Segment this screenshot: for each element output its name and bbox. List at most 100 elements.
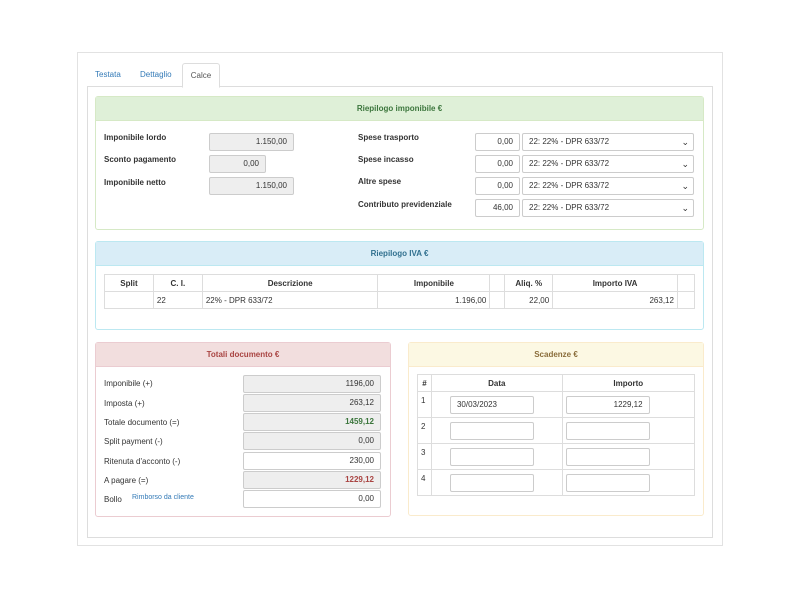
data-input[interactable] <box>449 421 534 440</box>
spese-trasporto-label: Spese trasporto <box>358 133 419 142</box>
header-data: Data <box>430 374 563 392</box>
totali-documento-panel: Totali documento € <box>95 342 391 517</box>
data-cell <box>430 417 563 444</box>
imponibile-netto-field[interactable]: 1.150,00 <box>209 177 294 195</box>
imponibile-field[interactable]: 1196,00 <box>243 375 381 393</box>
cell-split <box>104 291 154 309</box>
totale-documento-field[interactable]: 1459,12 <box>243 413 381 431</box>
totale-documento-label: Totale documento (=) <box>104 418 180 427</box>
riepilogo-imponibile-panel: Riepilogo imponibile € <box>95 96 704 230</box>
header-descrizione: Descrizione <box>201 274 379 292</box>
row-number: 4 <box>417 469 432 496</box>
riepilogo-imponibile-title: Riepilogo imponibile € <box>96 97 703 121</box>
scadenze-table: # Data Importo 1 30/03/2023 1229,12 2 3 … <box>417 374 696 496</box>
tab-testata[interactable]: Testata <box>95 70 121 79</box>
imponibile-netto-label: Imponibile netto <box>104 178 166 187</box>
table-row: 3 <box>417 443 696 470</box>
outer-container <box>77 52 723 546</box>
importo-cell <box>561 443 696 470</box>
spese-trasporto-field[interactable]: 0,00 <box>475 133 520 151</box>
rimborso-da-cliente-link[interactable]: Rimborso da cliente <box>132 494 194 501</box>
contributo-previdenziale-label: Contributo previdenziale <box>358 200 452 209</box>
header-importo: Importo <box>561 374 696 392</box>
importo-input[interactable] <box>565 473 650 492</box>
a-pagare-field[interactable]: 1229,12 <box>243 471 381 489</box>
row-number: 3 <box>417 443 432 470</box>
split-payment-field[interactable]: 0,00 <box>243 432 381 450</box>
select-value: 22: 22% - DPR 633/72 <box>529 181 610 190</box>
sconto-pagamento-field[interactable]: 0,00 <box>209 155 266 173</box>
scadenze-title: Scadenze € <box>409 343 703 367</box>
cell-importo-iva: 263,12 <box>552 291 678 309</box>
chevron-down-icon: ⌄ <box>681 181 689 191</box>
row-number: 1 <box>417 391 432 418</box>
data-cell <box>430 443 563 470</box>
riepilogo-iva-title: Riepilogo IVA € <box>96 242 703 266</box>
ritenuta-label: Ritenuta d'acconto (-) <box>104 457 181 466</box>
header-numero: # <box>417 374 432 392</box>
header-split: Split <box>104 274 154 292</box>
importo-input[interactable] <box>565 447 650 466</box>
header-ci: C. I. <box>152 274 203 292</box>
select-value: 22: 22% - DPR 633/72 <box>529 159 610 168</box>
ritenuta-field[interactable]: 230,00 <box>243 452 381 470</box>
imposta-label: Imposta (+) <box>104 399 145 408</box>
select-value: 22: 22% - DPR 633/72 <box>529 203 610 212</box>
totali-documento-title: Totali documento € <box>96 343 390 367</box>
header-blank <box>489 274 506 292</box>
data-cell: 30/03/2023 <box>430 391 563 418</box>
row-number: 2 <box>417 417 432 444</box>
bollo-field[interactable]: 0,00 <box>243 490 381 508</box>
select-value: 22: 22% - DPR 633/72 <box>529 137 610 146</box>
table-row: 22 22% - DPR 633/72 1.196,00 22,00 263,1… <box>104 291 696 309</box>
data-cell <box>430 469 563 496</box>
spese-trasporto-iva-select[interactable]: 22: 22% - DPR 633/72 ⌄ <box>522 133 694 151</box>
bollo-label: Bollo <box>104 495 122 504</box>
chevron-down-icon: ⌄ <box>681 159 689 169</box>
header-aliquota: Aliq. % <box>504 274 554 292</box>
spese-incasso-field[interactable]: 0,00 <box>475 155 520 173</box>
altre-spese-label: Altre spese <box>358 177 402 186</box>
imponibile-lordo-field[interactable]: 1.150,00 <box>209 133 294 151</box>
data-input[interactable] <box>449 473 534 492</box>
table-header-row: Split C. I. Descrizione Imponibile Aliq.… <box>104 274 696 292</box>
spese-incasso-iva-select[interactable]: 22: 22% - DPR 633/72 ⌄ <box>522 155 694 173</box>
cell-imponibile: 1.196,00 <box>377 291 491 309</box>
chevron-down-icon: ⌄ <box>681 203 689 213</box>
sconto-pagamento-label: Sconto pagamento <box>104 155 177 164</box>
header-blank-2 <box>676 274 696 292</box>
tab-content <box>87 86 713 538</box>
contributo-previdenziale-field[interactable]: 46,00 <box>475 199 520 217</box>
cell-descrizione: 22% - DPR 633/72 <box>201 291 379 309</box>
imponibile-label: Imponibile (+) <box>104 379 153 388</box>
scadenze-panel: Scadenze € <box>408 342 704 516</box>
a-pagare-label: A pagare (=) <box>104 476 149 485</box>
split-payment-label: Split payment (-) <box>104 437 163 446</box>
altre-spese-iva-select[interactable]: 22: 22% - DPR 633/72 ⌄ <box>522 177 694 195</box>
importo-cell <box>561 469 696 496</box>
tab-calce[interactable]: Calce <box>182 63 220 88</box>
data-input[interactable] <box>449 447 534 466</box>
altre-spese-field[interactable]: 0,00 <box>475 177 520 195</box>
chevron-down-icon: ⌄ <box>681 137 689 147</box>
cell-blank-2 <box>676 291 696 309</box>
table-row: 1 30/03/2023 1229,12 <box>417 391 696 418</box>
contributo-previdenziale-iva-select[interactable]: 22: 22% - DPR 633/72 ⌄ <box>522 199 694 217</box>
importo-input[interactable]: 1229,12 <box>565 395 650 414</box>
importo-cell <box>561 417 696 444</box>
spese-incasso-label: Spese incasso <box>358 155 414 164</box>
header-importo-iva: Importo IVA <box>552 274 678 292</box>
cell-aliquota: 22,00 <box>504 291 554 309</box>
header-imponibile: Imponibile <box>377 274 491 292</box>
importo-input[interactable] <box>565 421 650 440</box>
importo-cell: 1229,12 <box>561 391 696 418</box>
imposta-field[interactable]: 263,12 <box>243 394 381 412</box>
imponibile-lordo-label: Imponibile lordo <box>104 133 167 142</box>
table-header-row: # Data Importo <box>417 374 696 392</box>
iva-table: Split C. I. Descrizione Imponibile Aliq.… <box>104 274 696 309</box>
data-input[interactable]: 30/03/2023 <box>449 395 534 414</box>
tab-dettaglio[interactable]: Dettaglio <box>140 70 172 79</box>
cell-blank <box>489 291 506 309</box>
tab-bar: Testata Dettaglio Calce <box>87 63 713 88</box>
cell-ci: 22 <box>152 291 203 309</box>
